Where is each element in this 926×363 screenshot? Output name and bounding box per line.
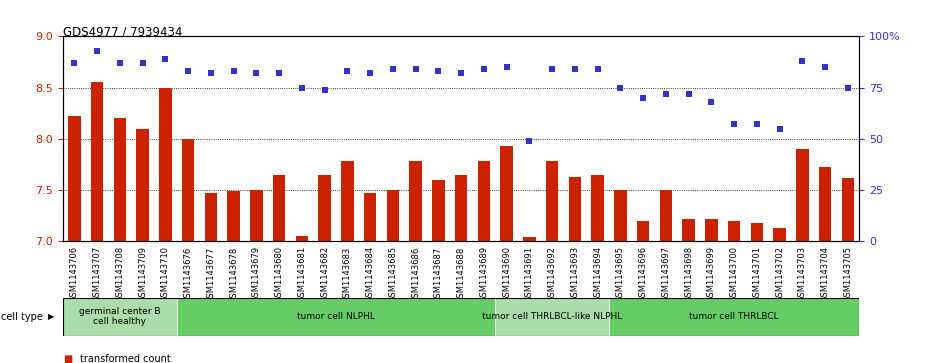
Bar: [495, 298, 609, 336]
Point: [499, 64, 514, 70]
Point: [294, 85, 309, 90]
Bar: [523, 237, 535, 241]
Point: [704, 99, 719, 105]
Bar: [177, 298, 495, 336]
Point: [249, 70, 264, 76]
Bar: [706, 219, 718, 241]
Point: [454, 70, 469, 76]
Bar: [546, 162, 558, 241]
Bar: [159, 87, 171, 241]
Bar: [228, 191, 240, 241]
Bar: [181, 139, 194, 241]
Bar: [592, 175, 604, 241]
Point: [522, 138, 537, 144]
Point: [181, 68, 195, 74]
Text: tumor cell NLPHL: tumor cell NLPHL: [297, 312, 375, 321]
Point: [135, 60, 150, 66]
Point: [226, 68, 241, 74]
Point: [340, 68, 355, 74]
Point: [795, 58, 810, 64]
Bar: [478, 162, 490, 241]
Bar: [659, 190, 672, 241]
Point: [544, 66, 559, 72]
Bar: [569, 177, 582, 241]
Point: [772, 126, 787, 131]
Bar: [751, 223, 763, 241]
Point: [590, 66, 605, 72]
Bar: [609, 298, 859, 336]
Point: [477, 66, 492, 72]
Point: [408, 66, 423, 72]
Bar: [614, 190, 627, 241]
Point: [682, 91, 696, 97]
Text: ▶: ▶: [48, 312, 55, 321]
Bar: [637, 221, 649, 241]
Point: [318, 87, 332, 93]
Bar: [682, 219, 694, 241]
Point: [90, 48, 105, 54]
Point: [67, 60, 81, 66]
Text: tumor cell THRLBCL-like NLPHL: tumor cell THRLBCL-like NLPHL: [482, 312, 622, 321]
Bar: [842, 178, 854, 241]
Point: [363, 70, 378, 76]
Bar: [455, 175, 468, 241]
Bar: [91, 82, 104, 241]
Point: [568, 66, 582, 72]
Bar: [819, 167, 832, 241]
Bar: [273, 175, 285, 241]
Text: GDS4977 / 7939434: GDS4977 / 7939434: [63, 25, 182, 38]
Bar: [387, 190, 399, 241]
Point: [749, 122, 764, 127]
Bar: [364, 193, 376, 241]
Text: germinal center B
cell healthy: germinal center B cell healthy: [79, 307, 160, 326]
Point: [271, 70, 286, 76]
Point: [636, 95, 651, 101]
Point: [841, 85, 856, 90]
Point: [112, 60, 127, 66]
Point: [727, 122, 742, 127]
Bar: [432, 180, 444, 241]
Point: [204, 70, 219, 76]
Bar: [773, 228, 786, 241]
Bar: [295, 236, 308, 241]
Bar: [205, 193, 217, 241]
Bar: [409, 162, 422, 241]
Point: [158, 56, 173, 62]
Point: [431, 68, 445, 74]
Point: [613, 85, 628, 90]
Bar: [69, 116, 81, 241]
Point: [818, 64, 832, 70]
Text: tumor cell THRLBCL: tumor cell THRLBCL: [689, 312, 779, 321]
Point: [385, 66, 400, 72]
Text: ■: ■: [63, 354, 72, 363]
Bar: [728, 221, 741, 241]
Bar: [114, 118, 126, 241]
Bar: [500, 146, 513, 241]
Text: transformed count: transformed count: [80, 354, 170, 363]
Bar: [341, 162, 354, 241]
Point: [658, 91, 673, 97]
Bar: [319, 175, 331, 241]
Bar: [250, 190, 263, 241]
Bar: [796, 149, 808, 241]
Bar: [63, 298, 177, 336]
Bar: [136, 129, 149, 241]
Text: cell type: cell type: [1, 312, 43, 322]
